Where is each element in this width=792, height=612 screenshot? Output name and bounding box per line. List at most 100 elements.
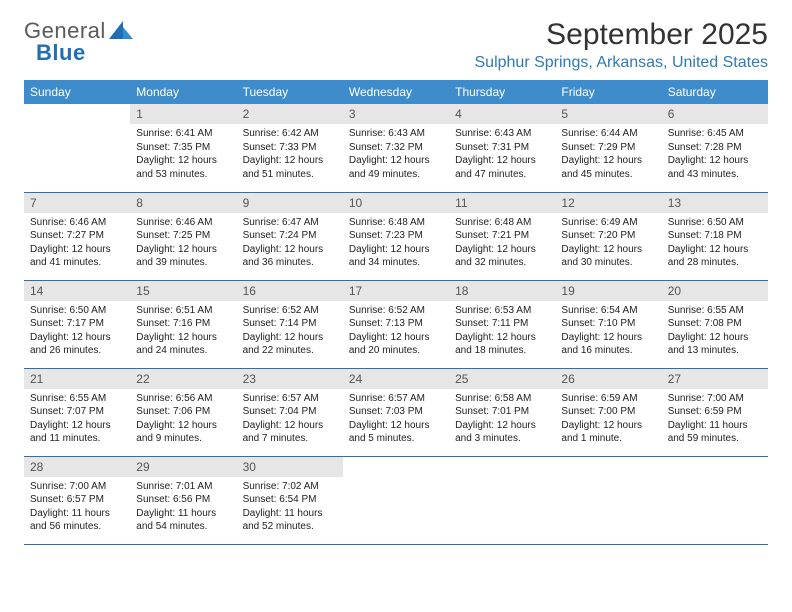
calendar-day-cell: 6Sunrise: 6:45 AMSunset: 7:28 PMDaylight…: [662, 104, 768, 192]
day-details: Sunrise: 6:55 AMSunset: 7:07 PMDaylight:…: [24, 389, 130, 450]
day-details: Sunrise: 6:46 AMSunset: 7:27 PMDaylight:…: [24, 213, 130, 274]
weekday-header: Tuesday: [237, 80, 343, 104]
calendar-table: SundayMondayTuesdayWednesdayThursdayFrid…: [24, 80, 768, 545]
calendar-day-cell: 10Sunrise: 6:48 AMSunset: 7:23 PMDayligh…: [343, 192, 449, 280]
calendar-day-cell: 2Sunrise: 6:42 AMSunset: 7:33 PMDaylight…: [237, 104, 343, 192]
calendar-head: SundayMondayTuesdayWednesdayThursdayFrid…: [24, 80, 768, 104]
calendar-week-row: 1Sunrise: 6:41 AMSunset: 7:35 PMDaylight…: [24, 104, 768, 192]
calendar-week-row: 14Sunrise: 6:50 AMSunset: 7:17 PMDayligh…: [24, 280, 768, 368]
day-number: 20: [662, 281, 768, 301]
calendar-day-cell: 22Sunrise: 6:56 AMSunset: 7:06 PMDayligh…: [130, 368, 236, 456]
day-details: Sunrise: 6:52 AMSunset: 7:13 PMDaylight:…: [343, 301, 449, 362]
logo-triangle-icon: [109, 21, 133, 39]
day-number: 9: [237, 193, 343, 213]
day-number: 12: [555, 193, 661, 213]
day-number: 16: [237, 281, 343, 301]
calendar-day-cell: 8Sunrise: 6:46 AMSunset: 7:25 PMDaylight…: [130, 192, 236, 280]
calendar-day-cell: 9Sunrise: 6:47 AMSunset: 7:24 PMDaylight…: [237, 192, 343, 280]
calendar-day-cell: [555, 456, 661, 544]
calendar-day-cell: 30Sunrise: 7:02 AMSunset: 6:54 PMDayligh…: [237, 456, 343, 544]
location: Sulphur Springs, Arkansas, United States: [475, 54, 769, 72]
calendar-day-cell: 25Sunrise: 6:58 AMSunset: 7:01 PMDayligh…: [449, 368, 555, 456]
calendar-day-cell: 1Sunrise: 6:41 AMSunset: 7:35 PMDaylight…: [130, 104, 236, 192]
month-title: September 2025: [475, 18, 769, 52]
weekday-header: Wednesday: [343, 80, 449, 104]
day-number: 7: [24, 193, 130, 213]
calendar-day-cell: 11Sunrise: 6:48 AMSunset: 7:21 PMDayligh…: [449, 192, 555, 280]
day-number: 27: [662, 369, 768, 389]
day-details: Sunrise: 6:42 AMSunset: 7:33 PMDaylight:…: [237, 124, 343, 185]
calendar-day-cell: [24, 104, 130, 192]
day-details: Sunrise: 6:59 AMSunset: 7:00 PMDaylight:…: [555, 389, 661, 450]
day-number: 13: [662, 193, 768, 213]
day-details: Sunrise: 6:53 AMSunset: 7:11 PMDaylight:…: [449, 301, 555, 362]
calendar-day-cell: 7Sunrise: 6:46 AMSunset: 7:27 PMDaylight…: [24, 192, 130, 280]
calendar-day-cell: 21Sunrise: 6:55 AMSunset: 7:07 PMDayligh…: [24, 368, 130, 456]
day-details: Sunrise: 6:54 AMSunset: 7:10 PMDaylight:…: [555, 301, 661, 362]
day-details: Sunrise: 6:48 AMSunset: 7:23 PMDaylight:…: [343, 213, 449, 274]
weekday-header: Friday: [555, 80, 661, 104]
day-number: 4: [449, 104, 555, 124]
day-details: Sunrise: 6:57 AMSunset: 7:04 PMDaylight:…: [237, 389, 343, 450]
calendar-day-cell: 26Sunrise: 6:59 AMSunset: 7:00 PMDayligh…: [555, 368, 661, 456]
day-details: Sunrise: 6:51 AMSunset: 7:16 PMDaylight:…: [130, 301, 236, 362]
calendar-day-cell: [343, 456, 449, 544]
calendar-day-cell: 19Sunrise: 6:54 AMSunset: 7:10 PMDayligh…: [555, 280, 661, 368]
weekday-header: Sunday: [24, 80, 130, 104]
calendar-day-cell: 23Sunrise: 6:57 AMSunset: 7:04 PMDayligh…: [237, 368, 343, 456]
calendar-week-row: 7Sunrise: 6:46 AMSunset: 7:27 PMDaylight…: [24, 192, 768, 280]
day-details: Sunrise: 6:58 AMSunset: 7:01 PMDaylight:…: [449, 389, 555, 450]
day-number: 19: [555, 281, 661, 301]
calendar-body: 1Sunrise: 6:41 AMSunset: 7:35 PMDaylight…: [24, 104, 768, 544]
day-number: 26: [555, 369, 661, 389]
day-details: Sunrise: 6:48 AMSunset: 7:21 PMDaylight:…: [449, 213, 555, 274]
calendar-day-cell: 28Sunrise: 7:00 AMSunset: 6:57 PMDayligh…: [24, 456, 130, 544]
calendar-week-row: 21Sunrise: 6:55 AMSunset: 7:07 PMDayligh…: [24, 368, 768, 456]
day-number: 15: [130, 281, 236, 301]
day-number: 24: [343, 369, 449, 389]
day-details: Sunrise: 6:57 AMSunset: 7:03 PMDaylight:…: [343, 389, 449, 450]
day-number: 2: [237, 104, 343, 124]
calendar-day-cell: [662, 456, 768, 544]
day-number: 5: [555, 104, 661, 124]
weekday-row: SundayMondayTuesdayWednesdayThursdayFrid…: [24, 80, 768, 104]
day-number: 23: [237, 369, 343, 389]
calendar-day-cell: 15Sunrise: 6:51 AMSunset: 7:16 PMDayligh…: [130, 280, 236, 368]
calendar-day-cell: 18Sunrise: 6:53 AMSunset: 7:11 PMDayligh…: [449, 280, 555, 368]
day-details: Sunrise: 6:41 AMSunset: 7:35 PMDaylight:…: [130, 124, 236, 185]
day-details: Sunrise: 6:45 AMSunset: 7:28 PMDaylight:…: [662, 124, 768, 185]
day-number: 14: [24, 281, 130, 301]
calendar-day-cell: 12Sunrise: 6:49 AMSunset: 7:20 PMDayligh…: [555, 192, 661, 280]
title-block: September 2025 Sulphur Springs, Arkansas…: [475, 18, 769, 72]
day-details: Sunrise: 6:52 AMSunset: 7:14 PMDaylight:…: [237, 301, 343, 362]
logo-text-blue-row: Blue: [36, 40, 86, 66]
calendar-day-cell: 27Sunrise: 7:00 AMSunset: 6:59 PMDayligh…: [662, 368, 768, 456]
calendar-day-cell: 5Sunrise: 6:44 AMSunset: 7:29 PMDaylight…: [555, 104, 661, 192]
calendar-day-cell: 24Sunrise: 6:57 AMSunset: 7:03 PMDayligh…: [343, 368, 449, 456]
day-details: Sunrise: 6:44 AMSunset: 7:29 PMDaylight:…: [555, 124, 661, 185]
day-number: 18: [449, 281, 555, 301]
day-details: Sunrise: 7:02 AMSunset: 6:54 PMDaylight:…: [237, 477, 343, 538]
day-number: 17: [343, 281, 449, 301]
calendar-day-cell: 29Sunrise: 7:01 AMSunset: 6:56 PMDayligh…: [130, 456, 236, 544]
day-details: Sunrise: 6:50 AMSunset: 7:18 PMDaylight:…: [662, 213, 768, 274]
day-number: 3: [343, 104, 449, 124]
weekday-header: Thursday: [449, 80, 555, 104]
calendar-day-cell: 17Sunrise: 6:52 AMSunset: 7:13 PMDayligh…: [343, 280, 449, 368]
day-details: Sunrise: 7:00 AMSunset: 6:57 PMDaylight:…: [24, 477, 130, 538]
day-number: 10: [343, 193, 449, 213]
day-number: 30: [237, 457, 343, 477]
day-number: 22: [130, 369, 236, 389]
calendar-week-row: 28Sunrise: 7:00 AMSunset: 6:57 PMDayligh…: [24, 456, 768, 544]
weekday-header: Saturday: [662, 80, 768, 104]
day-details: Sunrise: 6:47 AMSunset: 7:24 PMDaylight:…: [237, 213, 343, 274]
day-number: 11: [449, 193, 555, 213]
weekday-header: Monday: [130, 80, 236, 104]
day-details: Sunrise: 6:50 AMSunset: 7:17 PMDaylight:…: [24, 301, 130, 362]
day-number: 28: [24, 457, 130, 477]
logo-text-blue: Blue: [36, 40, 86, 65]
day-details: Sunrise: 6:43 AMSunset: 7:32 PMDaylight:…: [343, 124, 449, 185]
calendar-day-cell: 14Sunrise: 6:50 AMSunset: 7:17 PMDayligh…: [24, 280, 130, 368]
day-number: 8: [130, 193, 236, 213]
header: General Blue September 2025 Sulphur Spri…: [24, 18, 768, 72]
